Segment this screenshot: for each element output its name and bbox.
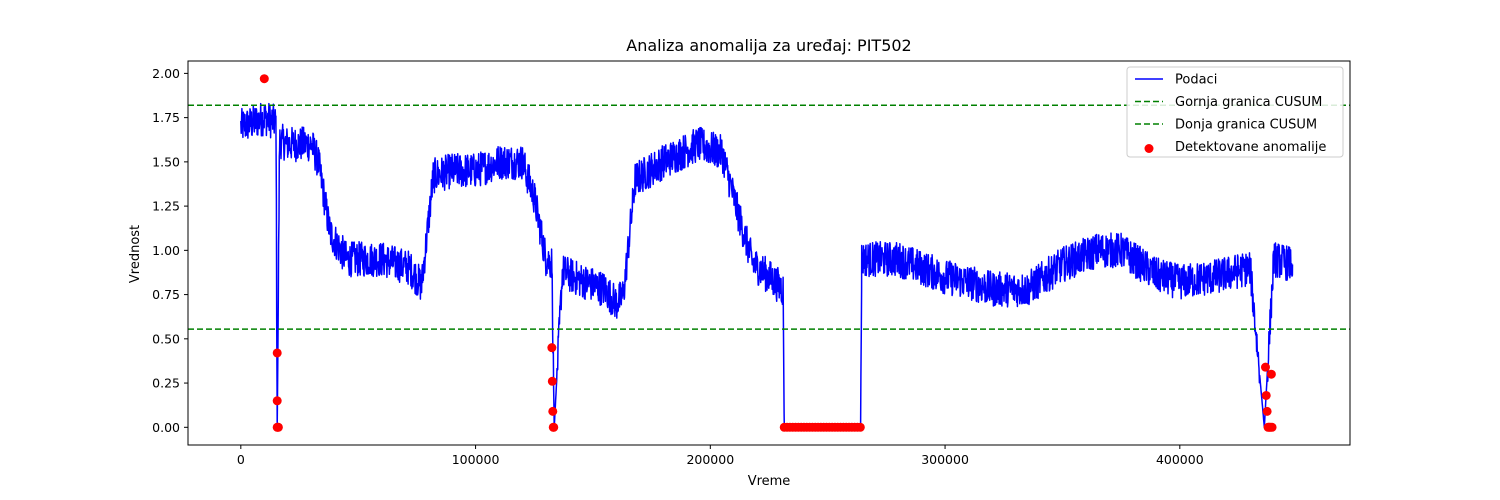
anomaly-point [1261,390,1271,400]
anomaly-point [272,348,282,358]
anomaly-point [1260,362,1270,372]
plot-inner [188,74,1350,432]
legend: Podaci Gornja granica CUSUM Donja granica … [1126,66,1344,158]
y-tick-label: 0.50 [152,331,180,346]
axes-frame [187,60,1351,446]
x-tick-label: 200000 [686,452,734,467]
anomaly-point [547,376,557,386]
y-axis-label: Vrednost [128,225,143,283]
x-tick-label: 100000 [452,452,500,467]
anomaly-point [1266,369,1276,379]
y-tick-label: 0.75 [152,287,180,302]
anomaly-point [548,406,558,416]
anomaly-point [855,422,865,432]
anomaly-point [547,343,557,353]
y-tick-label: 1.25 [152,199,180,214]
y-tick-label: 1.50 [152,154,180,169]
x-tick-label: 300000 [921,452,969,467]
y-tick-label: 1.00 [152,243,180,258]
legend-label: Donja granica CUSUM [1175,118,1317,133]
y-tick-label: 2.00 [152,66,180,81]
anomaly-point [272,396,282,406]
data-series-line [240,102,1294,429]
legend-box [1126,66,1344,158]
y-tick-label: 1.75 [152,110,180,125]
legend-label: Detektovane anomalije [1175,140,1326,155]
chart-title: Analiza anomalija za uređaj: PIT502 [626,36,911,55]
legend-label: Podaci [1175,73,1217,88]
x-axis-label: Vreme [748,474,791,489]
anomaly-point [273,422,283,432]
plot-area [188,74,1350,432]
y-tick-label: 0.25 [152,376,180,391]
anomaly-point [1267,422,1277,432]
axes: 0 100000 200000 300000 400000 0.00 0.25 0.50 0.7… [152,60,1351,467]
anomaly-point [259,74,269,84]
x-tick-label: 400000 [1156,452,1204,467]
legend-swatch-marker [1144,144,1154,153]
legend-label: Gornja granica CUSUM [1175,95,1322,110]
anomaly-point [1262,406,1272,416]
y-tick-label: 0.00 [152,420,180,435]
anomaly-point [549,422,559,432]
x-tick-label: 0 [237,452,245,467]
